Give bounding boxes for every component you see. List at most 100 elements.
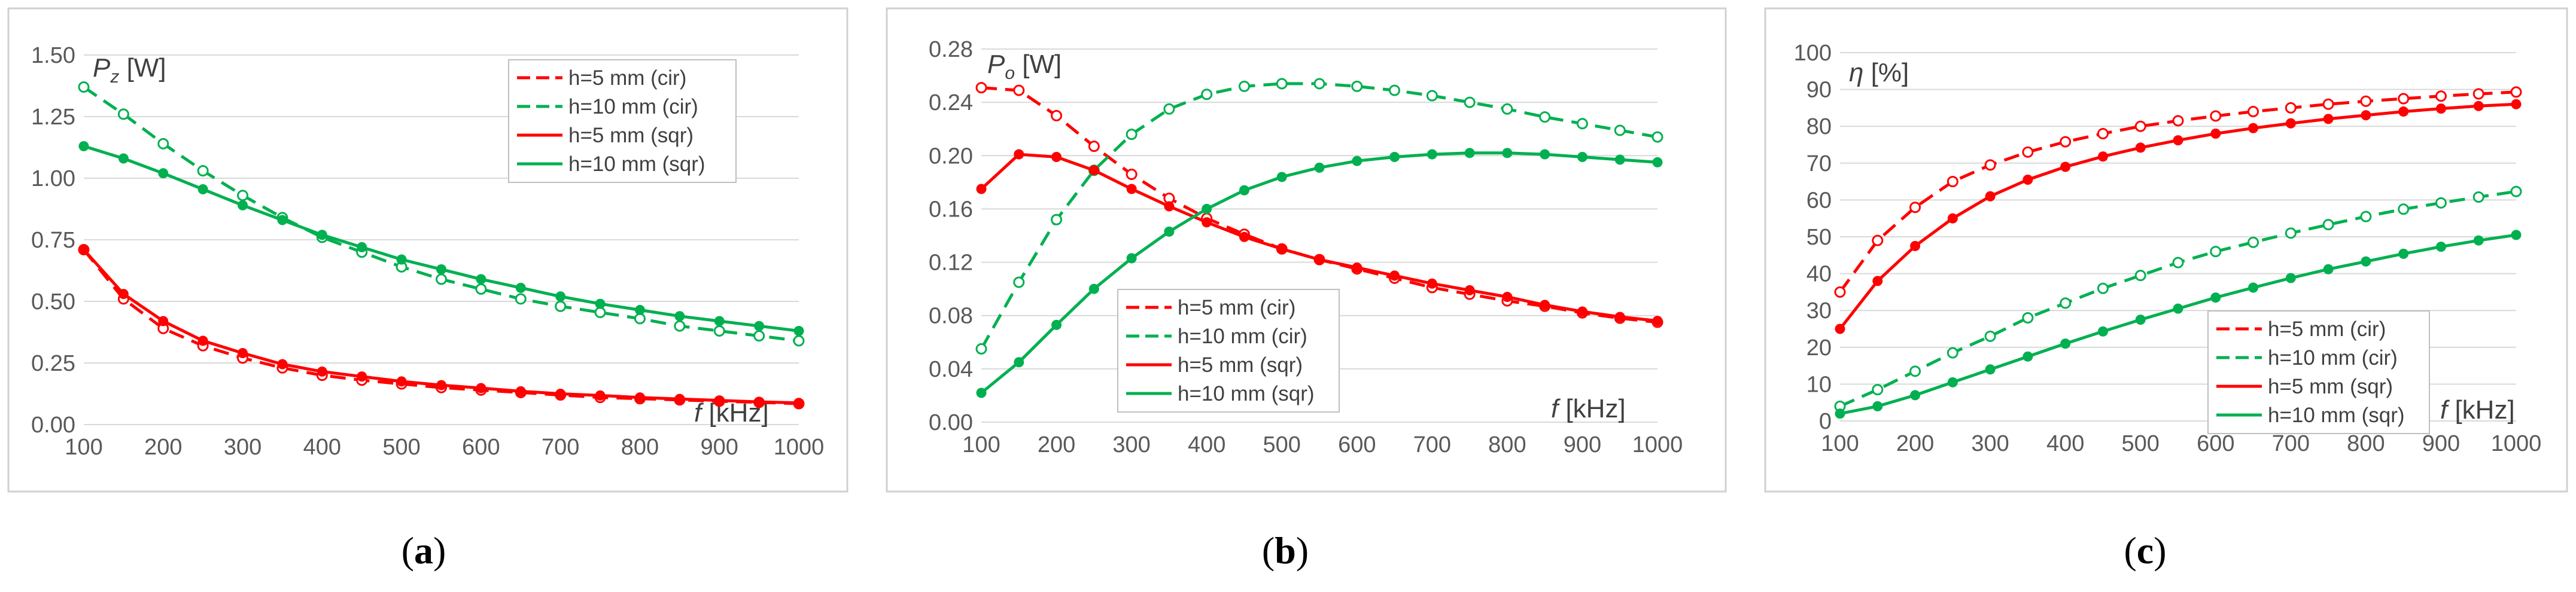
panel-c-data-point xyxy=(2511,230,2522,240)
panel-a-data-point xyxy=(515,282,526,293)
panel-a-data-point xyxy=(595,298,606,309)
panel-a-data-point xyxy=(754,321,765,331)
panel-c-y-tick-label: 20 xyxy=(1806,335,1832,361)
panel-c-y-axis-label: η [%] xyxy=(1849,58,1909,87)
panel-a-y-axis-symbol: P xyxy=(93,53,111,83)
panel-b-data-point xyxy=(1051,319,1062,330)
panel-c-data-point xyxy=(2173,135,2183,146)
panel-c-data-point xyxy=(2435,103,2446,114)
panel-b-data-point xyxy=(1013,84,1025,96)
panel-c-data-point xyxy=(2323,114,2334,124)
panel-a-data-point xyxy=(674,311,685,322)
panel-c-data-point xyxy=(2473,235,2484,246)
panel-b-data-point xyxy=(1013,276,1025,288)
panel-b-data-point xyxy=(1352,262,1362,273)
panel-b-data-point xyxy=(1540,149,1550,160)
panel-b-data-point xyxy=(1540,300,1550,310)
panel-c-x-tick-label: 200 xyxy=(1896,431,1934,456)
panel-b-x-tick-label: 600 xyxy=(1338,432,1376,457)
panel-a-data-point xyxy=(357,371,367,382)
panel-a-data-point xyxy=(476,274,486,285)
panel-a-y-axis-label: Pz [W] xyxy=(93,53,166,87)
panel-a-data-point xyxy=(436,380,446,390)
panel-c-legend-label: h=5 mm (sqr) xyxy=(2268,375,2393,398)
panel-b-data-point xyxy=(976,387,987,398)
panel-b-data-point xyxy=(975,343,987,355)
panel-a-data-point xyxy=(595,390,606,401)
panel-b-data-point xyxy=(1464,285,1475,295)
panel-c-data-point xyxy=(2060,297,2072,309)
panel-a-data-point xyxy=(317,230,327,240)
panel-c-legend-label: h=10 mm (sqr) xyxy=(2268,404,2405,427)
panel-c-data-point xyxy=(1947,377,1958,387)
panel-a-data-point xyxy=(555,291,566,302)
panel-b-x-tick-label: 500 xyxy=(1263,432,1301,457)
panel-b-data-point xyxy=(975,82,987,94)
panel-c-data-point xyxy=(2248,282,2259,293)
panel-a-data-point xyxy=(317,366,327,377)
panel-c-data-point xyxy=(2510,86,2522,98)
panel-c-data-point xyxy=(1984,159,1996,171)
panel-a-data-point xyxy=(158,168,169,179)
panel-a-data-point xyxy=(475,283,487,295)
panel-b-data-point xyxy=(1164,201,1175,212)
panel-c-x-axis-label: f [kHz] xyxy=(2440,395,2515,425)
panel-c-data-point xyxy=(2097,128,2109,140)
panel-a-data-point xyxy=(714,316,725,326)
panel-c-data-point xyxy=(2210,129,2221,139)
panel-a-data-point xyxy=(515,386,526,396)
panel-c-data-point xyxy=(1872,234,1884,246)
panel-c-x-tick-label: 300 xyxy=(1971,431,2009,456)
panel-c-data-point xyxy=(2060,136,2072,148)
panel-c-data-point xyxy=(2135,142,2146,153)
panel-b-data-point xyxy=(1276,172,1287,182)
panel-c-data-point xyxy=(2322,98,2334,110)
panel-b-x-tick-label: 1000 xyxy=(1632,432,1683,457)
panel-c-data-point xyxy=(1835,408,1845,419)
panel-c-x-tick-label: 600 xyxy=(2197,431,2234,456)
panel-a-data-point xyxy=(634,392,645,403)
panel-c-data-point xyxy=(2172,257,2184,268)
panel-b-data-point xyxy=(1389,152,1400,163)
panel-c-data-point xyxy=(2398,93,2410,105)
panel-b-data-point xyxy=(1088,283,1099,294)
panel-c-y-tick-label: 100 xyxy=(1794,41,1832,66)
panel-a-x-tick-label: 700 xyxy=(542,435,579,460)
panel-a-x-tick-label: 400 xyxy=(303,435,341,460)
panel-c-data-point xyxy=(2060,338,2071,349)
panel-b-data-point xyxy=(1614,312,1625,322)
panel-a-data-point xyxy=(714,395,725,406)
panel-c-y-tick-label: 40 xyxy=(1806,262,1832,287)
panel-c-y-tick-label: 50 xyxy=(1806,225,1832,250)
panel-b-data-point xyxy=(1652,131,1663,143)
panel-c-data-point xyxy=(2435,242,2446,252)
panel-b-y-tick-label: 0.20 xyxy=(929,144,973,169)
panel-b-legend-label: h=10 mm (cir) xyxy=(1178,325,1307,348)
panel-c-data-point xyxy=(1835,324,1845,334)
panel-c-data-point xyxy=(2398,248,2409,259)
panel-a-data-point xyxy=(396,376,407,387)
panel-b-data-point xyxy=(1088,141,1100,152)
panel-b-data-point xyxy=(1389,84,1401,96)
panel-b-y-tick-label: 0.12 xyxy=(929,251,973,276)
panel-a-data-point xyxy=(634,304,645,315)
panel-a-data-point xyxy=(158,316,169,326)
panel-c-caption: (c) xyxy=(2124,529,2166,572)
panel-a-data-point xyxy=(357,242,367,252)
panel-c-data-point xyxy=(2060,161,2071,172)
panel-a-data-point xyxy=(78,244,89,255)
panel-a-data-point xyxy=(515,293,527,305)
panel-a-y-tick-label: 0.50 xyxy=(31,289,75,315)
panel-b-data-point xyxy=(1352,155,1362,166)
panel-c-y-tick-label: 80 xyxy=(1806,114,1832,139)
panel-c-legend-label: h=10 mm (cir) xyxy=(2268,346,2398,370)
panel-b-data-point xyxy=(1614,154,1625,165)
panel-b-y-tick-label: 0.04 xyxy=(929,357,973,382)
panel-a-x-tick-label: 1000 xyxy=(774,435,825,460)
panel-a-data-point xyxy=(555,300,567,312)
panel-b-data-point xyxy=(1276,78,1288,90)
panel-a-y-axis-subscript: z xyxy=(110,67,119,87)
panel-c-data-point xyxy=(2248,123,2259,133)
panel-c-data-point xyxy=(2398,203,2410,215)
panel-c-data-point xyxy=(2134,120,2146,132)
